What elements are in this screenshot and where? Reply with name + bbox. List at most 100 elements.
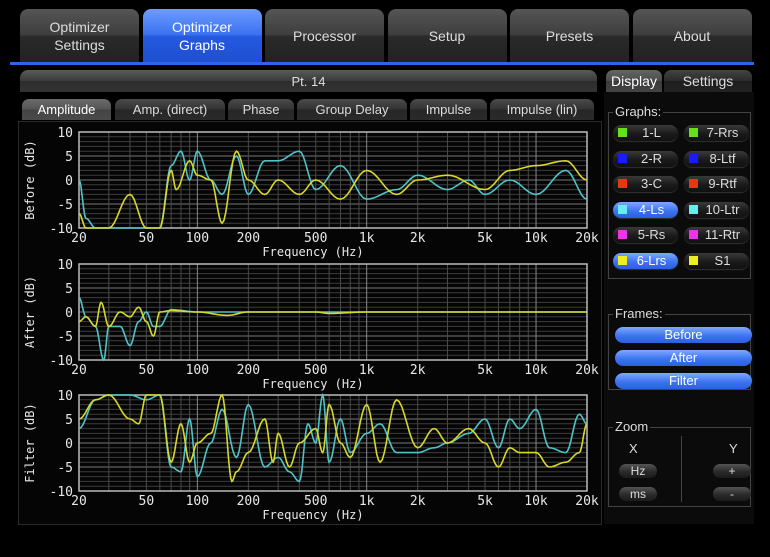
tab-label: About (673, 27, 711, 44)
graphs-label: Graphs: (613, 104, 664, 119)
graph-toggle-3-c[interactable]: 3-C (613, 176, 678, 192)
color-swatch-icon (618, 255, 627, 265)
tab-label: Presets (545, 27, 594, 44)
graph-toggle-11-rtr[interactable]: 11-Rtr (684, 227, 749, 243)
color-swatch-icon (689, 230, 698, 239)
zoom-divider (681, 436, 682, 502)
frame-filter-button[interactable]: Filter (615, 373, 752, 389)
x-tick-label: 500 (304, 494, 327, 509)
frames-label: Frames: (613, 306, 665, 321)
graph-toggle-1-l[interactable]: 1-L (613, 125, 678, 141)
graph-toggle-5-rs[interactable]: 5-Rs (613, 227, 678, 243)
tab-about[interactable]: About (632, 9, 752, 62)
graph-toggle-label: 2-R (641, 150, 662, 166)
subtab-impulse[interactable]: Impulse (410, 99, 487, 120)
x-tick-label: 10k (524, 363, 548, 378)
zoom-out-button[interactable]: - (713, 487, 751, 501)
graph-toggle-label: 4-Ls (638, 201, 665, 217)
y-tick-label: -10 (50, 485, 73, 500)
tab-label: Optimizer Settings (49, 18, 110, 53)
right-tab-settings[interactable]: Settings (664, 70, 752, 92)
subtab-group-delay[interactable]: Group Delay (297, 99, 407, 120)
subtab-amplitude[interactable]: Amplitude (22, 99, 111, 120)
graph-toggle-label: 8-Ltf (709, 150, 736, 166)
graph-toggle-label: 5-Rs (637, 227, 666, 242)
graph-toggle-6-lrs[interactable]: 6-Lrs (613, 252, 678, 269)
y-tick-label: -5 (57, 330, 73, 345)
x-tick-label: 100 (186, 494, 209, 509)
x-tick-label: 10k (524, 231, 548, 246)
frame-before-button[interactable]: Before (615, 327, 752, 343)
zoom-in-button[interactable]: + (713, 464, 751, 478)
y-tick-label: -10 (50, 354, 73, 369)
x-tick-label: 500 (304, 231, 327, 246)
subtab-amp-direct[interactable]: Amp. (direct) (115, 99, 225, 120)
y-tick-label: 10 (57, 389, 73, 404)
graph-toggle-9-rtf[interactable]: 9-Rtf (684, 176, 749, 192)
x-tick-label: 200 (237, 231, 260, 246)
x-tick-label: 500 (304, 363, 327, 378)
y-axis-label: Filter (dB) (23, 403, 37, 482)
graph-toggle-7-rrs[interactable]: 7-Rrs (684, 125, 749, 141)
graph-toggle-label: 9-Rtf (708, 176, 737, 191)
graph-toggle-label: 11-Rtr (704, 227, 741, 242)
tab-setup[interactable]: Setup (387, 9, 507, 62)
x-tick-label: 5k (477, 494, 493, 509)
display-panel: Graphs: 1-L 7-Rrs 2-R 8-Ltf 3-C 9-Rtf 4-Ls 10-L… (604, 92, 754, 524)
x-axis-label: Frequency (Hz) (262, 377, 363, 391)
right-tab-display[interactable]: Display (606, 70, 662, 92)
x-tick-label: 20 (71, 363, 87, 378)
subtab-phase[interactable]: Phase (228, 99, 294, 120)
y-tick-label: 10 (57, 258, 73, 273)
x-tick-label: 50 (139, 363, 155, 378)
x-tick-label: 20k (575, 494, 599, 509)
frames-group: Frames: Before After Filter (608, 306, 752, 390)
graph-toggle-label: 3-C (641, 176, 662, 191)
series-4-ls (78, 150, 588, 229)
zoom-ms-button[interactable]: ms (619, 487, 657, 501)
x-axis-label: Frequency (Hz) (262, 508, 363, 522)
color-swatch-icon (618, 128, 627, 137)
plot-frame (78, 394, 588, 492)
graph-toggle-4-ls[interactable]: 4-Ls (613, 201, 678, 218)
x-tick-label: 10k (524, 494, 548, 509)
series-6-lrs (78, 393, 588, 483)
x-tick-label: 2k (410, 494, 426, 509)
color-swatch-icon (689, 204, 698, 214)
x-tick-label: 50 (139, 231, 155, 246)
y-tick-label: 0 (65, 306, 73, 321)
x-tick-label: 100 (186, 363, 209, 378)
color-swatch-icon (618, 153, 627, 163)
graph-toggle-2-r[interactable]: 2-R (613, 150, 678, 167)
tab-optimizer-graphs[interactable]: Optimizer Graphs (142, 9, 262, 62)
x-tick-label: 200 (237, 363, 260, 378)
color-swatch-icon (618, 179, 627, 188)
graphs-area: 10 5 0 -5 -10 20 50 100 200 500 1k 2k 5k 10k 20k Freque… (18, 121, 602, 525)
color-swatch-icon (689, 128, 698, 137)
x-tick-label: 1k (359, 363, 375, 378)
x-tick-label: 5k (477, 363, 493, 378)
tab-label: Optimizer Graphs (172, 18, 232, 53)
series-4-ls (78, 392, 588, 483)
series-6-lrs (78, 150, 588, 229)
tab-optimizer-settings[interactable]: Optimizer Settings (20, 9, 139, 62)
x-tick-label: 20 (71, 494, 87, 509)
graph-toggle-label: 10-Ltr (705, 201, 740, 217)
zoom-hz-button[interactable]: Hz (619, 464, 657, 478)
y-tick-label: 5 (65, 282, 73, 297)
x-tick-label: 2k (410, 231, 426, 246)
frame-after-button[interactable]: After (615, 350, 752, 366)
x-tick-label: 200 (237, 494, 260, 509)
x-tick-label: 2k (410, 363, 426, 378)
subtab-impulse-lin[interactable]: Impulse (lin) (490, 99, 594, 120)
tab-processor[interactable]: Processor (265, 9, 384, 62)
tab-presets[interactable]: Presets (510, 9, 629, 62)
y-tick-label: 10 (57, 126, 73, 141)
graph-toggle-8-ltf[interactable]: 8-Ltf (684, 150, 749, 167)
graph-toggle-s1[interactable]: S1 (684, 252, 749, 269)
graph-toggle-10-ltr[interactable]: 10-Ltr (684, 201, 749, 218)
x-tick-label: 1k (359, 231, 375, 246)
